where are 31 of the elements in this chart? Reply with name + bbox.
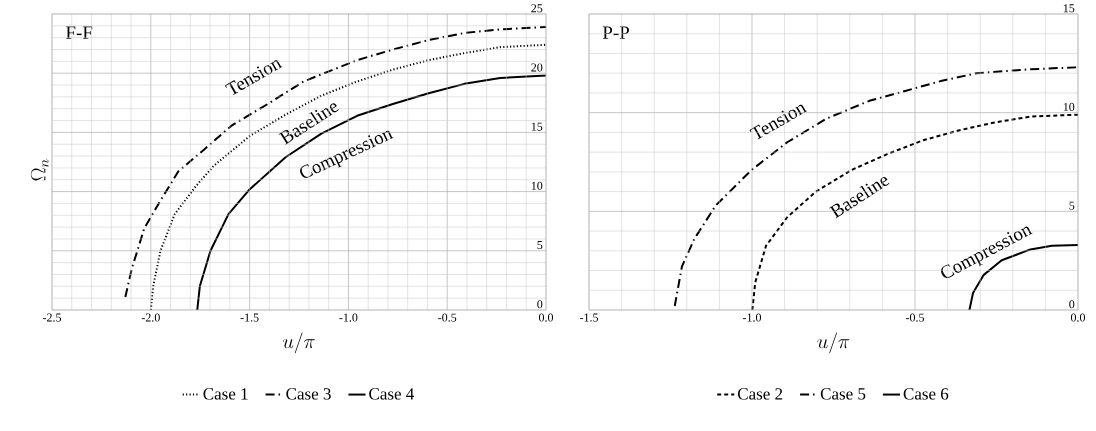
x-axis-title: $u/\pi$ <box>282 332 315 354</box>
x-tick-label: -1.0 <box>742 313 762 322</box>
y-tick-label: 5 <box>537 241 543 250</box>
annotation: F-F <box>65 26 93 39</box>
y-tick-label: 15 <box>1063 4 1075 13</box>
y-tick-label: 5 <box>1069 201 1075 210</box>
x-tick-label: 0.0 <box>1070 313 1086 322</box>
legend-label: Case 5 <box>820 388 866 400</box>
legend-label: Case 1 <box>203 388 248 400</box>
y-tick-label: 25 <box>531 4 543 13</box>
annotation: P-P <box>602 26 630 39</box>
x-tick-label: -1.5 <box>240 313 259 322</box>
y-tick-label: 20 <box>531 63 543 72</box>
x-axis-title: $u/\pi$ <box>817 332 850 354</box>
x-tick-label: 0.0 <box>538 313 554 322</box>
y-tick-label: 0 <box>537 300 543 309</box>
x-tick-label: -2.5 <box>42 313 62 322</box>
x-tick-label: -0.5 <box>438 313 457 322</box>
y-tick-label: 10 <box>1063 102 1075 111</box>
y-tick-label: 15 <box>531 122 543 131</box>
y-tick-label: 0 <box>1069 300 1075 309</box>
x-tick-label: -0.5 <box>905 313 925 322</box>
x-tick-label: -2.0 <box>141 313 160 322</box>
y-axis-title: $\Omega_n$ <box>30 159 49 181</box>
legend-label: Case 3 <box>286 388 331 400</box>
legend-label: Case 6 <box>903 388 949 400</box>
x-tick-label: -1.0 <box>339 313 358 322</box>
legend-label: Case 4 <box>369 388 415 400</box>
y-tick-label: 10 <box>531 181 543 190</box>
legend-label: Case 2 <box>737 388 783 400</box>
x-tick-label: -1.5 <box>579 313 599 322</box>
